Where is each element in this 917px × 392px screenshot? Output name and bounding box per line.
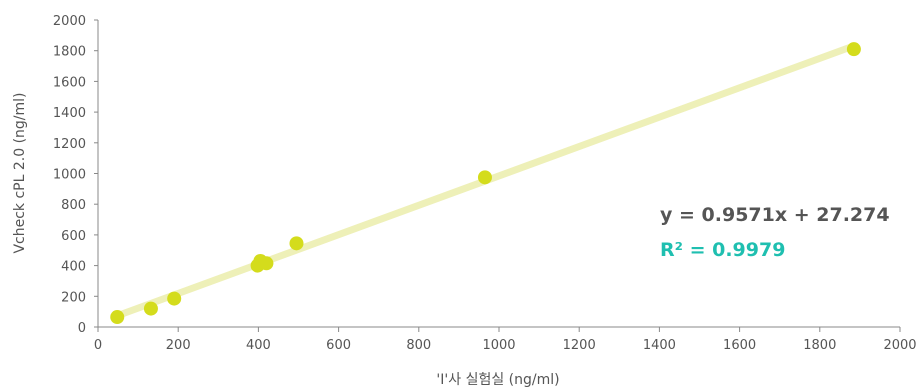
y-tick-label: 0: [78, 321, 86, 336]
y-tick-label: 1600: [53, 75, 86, 90]
x-tick-labels: 0 200 400 600 800 1000 1200 1400 1600 1800 2000: [94, 338, 917, 353]
y-tick-label: 200: [61, 290, 86, 305]
y-tick-label: 1200: [53, 137, 86, 152]
x-tick-label: 400: [246, 338, 271, 353]
x-axis-title: 'I'사 실험실 (ng/ml): [436, 372, 559, 388]
data-point: [167, 291, 182, 306]
x-tick-label: 0: [94, 338, 102, 353]
y-tick-label: 800: [61, 198, 86, 213]
x-tick-label: 600: [326, 338, 351, 353]
r-squared-value: R² = 0.9979: [660, 239, 785, 261]
y-tick-label: 1800: [53, 45, 86, 60]
x-tick-label: 800: [406, 338, 431, 353]
y-tick-label: 400: [61, 260, 86, 275]
y-tick-label: 600: [61, 229, 86, 244]
x-tick-label: 1800: [803, 338, 836, 353]
axes: [94, 19, 901, 332]
x-tick-label: 1400: [643, 338, 676, 353]
data-point: [259, 256, 274, 271]
y-tick-labels: 0 200 400 600 800 1000 1200 1400 1600 1800 2000: [53, 14, 86, 336]
y-axis-title: Vcheck cPL 2.0 (ng/ml): [12, 92, 28, 253]
x-tick-label: 200: [166, 338, 191, 353]
regression-equation: y = 0.9571x + 27.274: [660, 204, 890, 226]
data-point: [289, 236, 304, 251]
y-tick-label: 1000: [53, 168, 86, 183]
y-tick-label: 2000: [53, 14, 86, 29]
x-tick-label: 1600: [723, 338, 756, 353]
data-point: [846, 42, 861, 57]
data-point: [143, 301, 158, 316]
x-tick-label: 1200: [563, 338, 596, 353]
x-tick-label: 1000: [482, 338, 515, 353]
data-points: [110, 42, 861, 325]
y-tick-label: 1400: [53, 106, 86, 121]
data-point: [477, 170, 492, 185]
x-tick-label: 2000: [883, 338, 916, 353]
data-point: [110, 310, 125, 325]
